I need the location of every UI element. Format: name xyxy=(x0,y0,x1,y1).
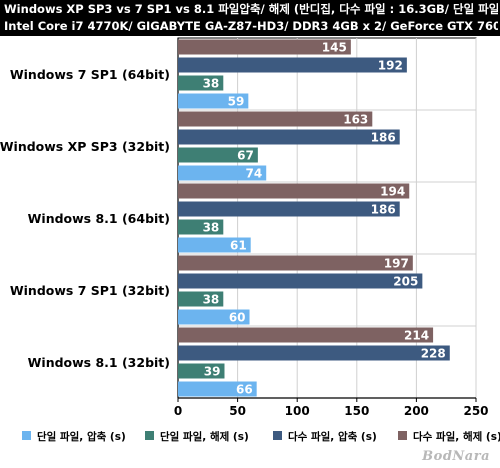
bar-value-label: 74 xyxy=(246,167,263,181)
x-tick-label: 100 xyxy=(285,404,310,418)
legend-swatch xyxy=(22,431,31,440)
category-label: Windows XP SP3 (32bit) xyxy=(0,139,170,154)
legend-swatch xyxy=(273,431,282,440)
bar xyxy=(178,381,257,397)
x-tick-label: 0 xyxy=(174,404,182,418)
bar-value-label: 145 xyxy=(322,41,347,55)
bar xyxy=(178,363,225,379)
bar xyxy=(178,345,450,361)
bar xyxy=(178,237,251,253)
watermark: BodNara xyxy=(422,449,490,464)
bar-value-label: 205 xyxy=(393,275,418,289)
bar-value-label: 38 xyxy=(203,293,220,307)
bar-value-label: 38 xyxy=(203,221,220,235)
bar-value-label: 192 xyxy=(378,59,403,73)
bar xyxy=(178,75,224,91)
bar-value-label: 186 xyxy=(371,131,396,145)
bar xyxy=(178,39,351,55)
x-tick-label: 200 xyxy=(404,404,429,418)
bar-value-label: 59 xyxy=(228,95,245,109)
bar-value-label: 60 xyxy=(229,311,246,325)
bar xyxy=(178,165,267,181)
legend-label: 단일 파일, 압축 (s) xyxy=(37,430,126,443)
bar xyxy=(178,93,249,109)
bar xyxy=(178,201,400,217)
category-label: Windows 8.1 (32bit) xyxy=(28,355,170,370)
bar-value-label: 66 xyxy=(236,383,253,397)
category-label: Windows 7 SP1 (64bit) xyxy=(10,67,170,82)
bar xyxy=(178,111,373,127)
bar xyxy=(178,273,423,289)
bar xyxy=(178,147,258,163)
bar-value-label: 38 xyxy=(203,77,220,91)
bar-value-label: 197 xyxy=(384,257,409,271)
chart-title: Windows XP SP3 vs 7 SP1 vs 8.1 파일압축/ 해제 … xyxy=(4,2,498,16)
legend-label: 다수 파일, 압축 (s) xyxy=(288,430,377,443)
bar xyxy=(178,129,400,145)
bar xyxy=(178,255,413,271)
bar-value-label: 61 xyxy=(230,239,247,253)
bar-value-label: 186 xyxy=(371,203,396,217)
legend-swatch xyxy=(398,431,407,440)
chart-subtitle: Intel Core i7 4770K/ GIGABYTE GA-Z87-HD3… xyxy=(4,19,498,33)
category-label: Windows 7 SP1 (32bit) xyxy=(10,283,170,298)
legend-swatch xyxy=(145,431,154,440)
category-label: Windows 8.1 (64bit) xyxy=(28,211,170,226)
x-tick-label: 150 xyxy=(344,404,369,418)
bar xyxy=(178,219,224,235)
bar xyxy=(178,309,250,325)
legend-label: 단일 파일, 해제 (s) xyxy=(160,430,249,443)
bar-value-label: 39 xyxy=(204,365,221,379)
bar xyxy=(178,291,224,307)
bar xyxy=(178,57,407,73)
legend-label: 다수 파일, 해제 (s) xyxy=(413,430,500,443)
bar-value-label: 214 xyxy=(404,329,429,343)
bar xyxy=(178,183,410,199)
bar-value-label: 194 xyxy=(380,185,405,199)
bar xyxy=(178,327,434,343)
x-tick-label: 250 xyxy=(463,404,488,418)
chart-title-bar: Windows XP SP3 vs 7 SP1 vs 8.1 파일압축/ 해제 … xyxy=(0,0,500,36)
plot-area xyxy=(177,37,477,399)
bar-value-label: 67 xyxy=(237,149,254,163)
bar-value-label: 163 xyxy=(343,113,368,127)
bar-value-label: 228 xyxy=(421,347,446,361)
x-tick-label: 50 xyxy=(229,404,246,418)
